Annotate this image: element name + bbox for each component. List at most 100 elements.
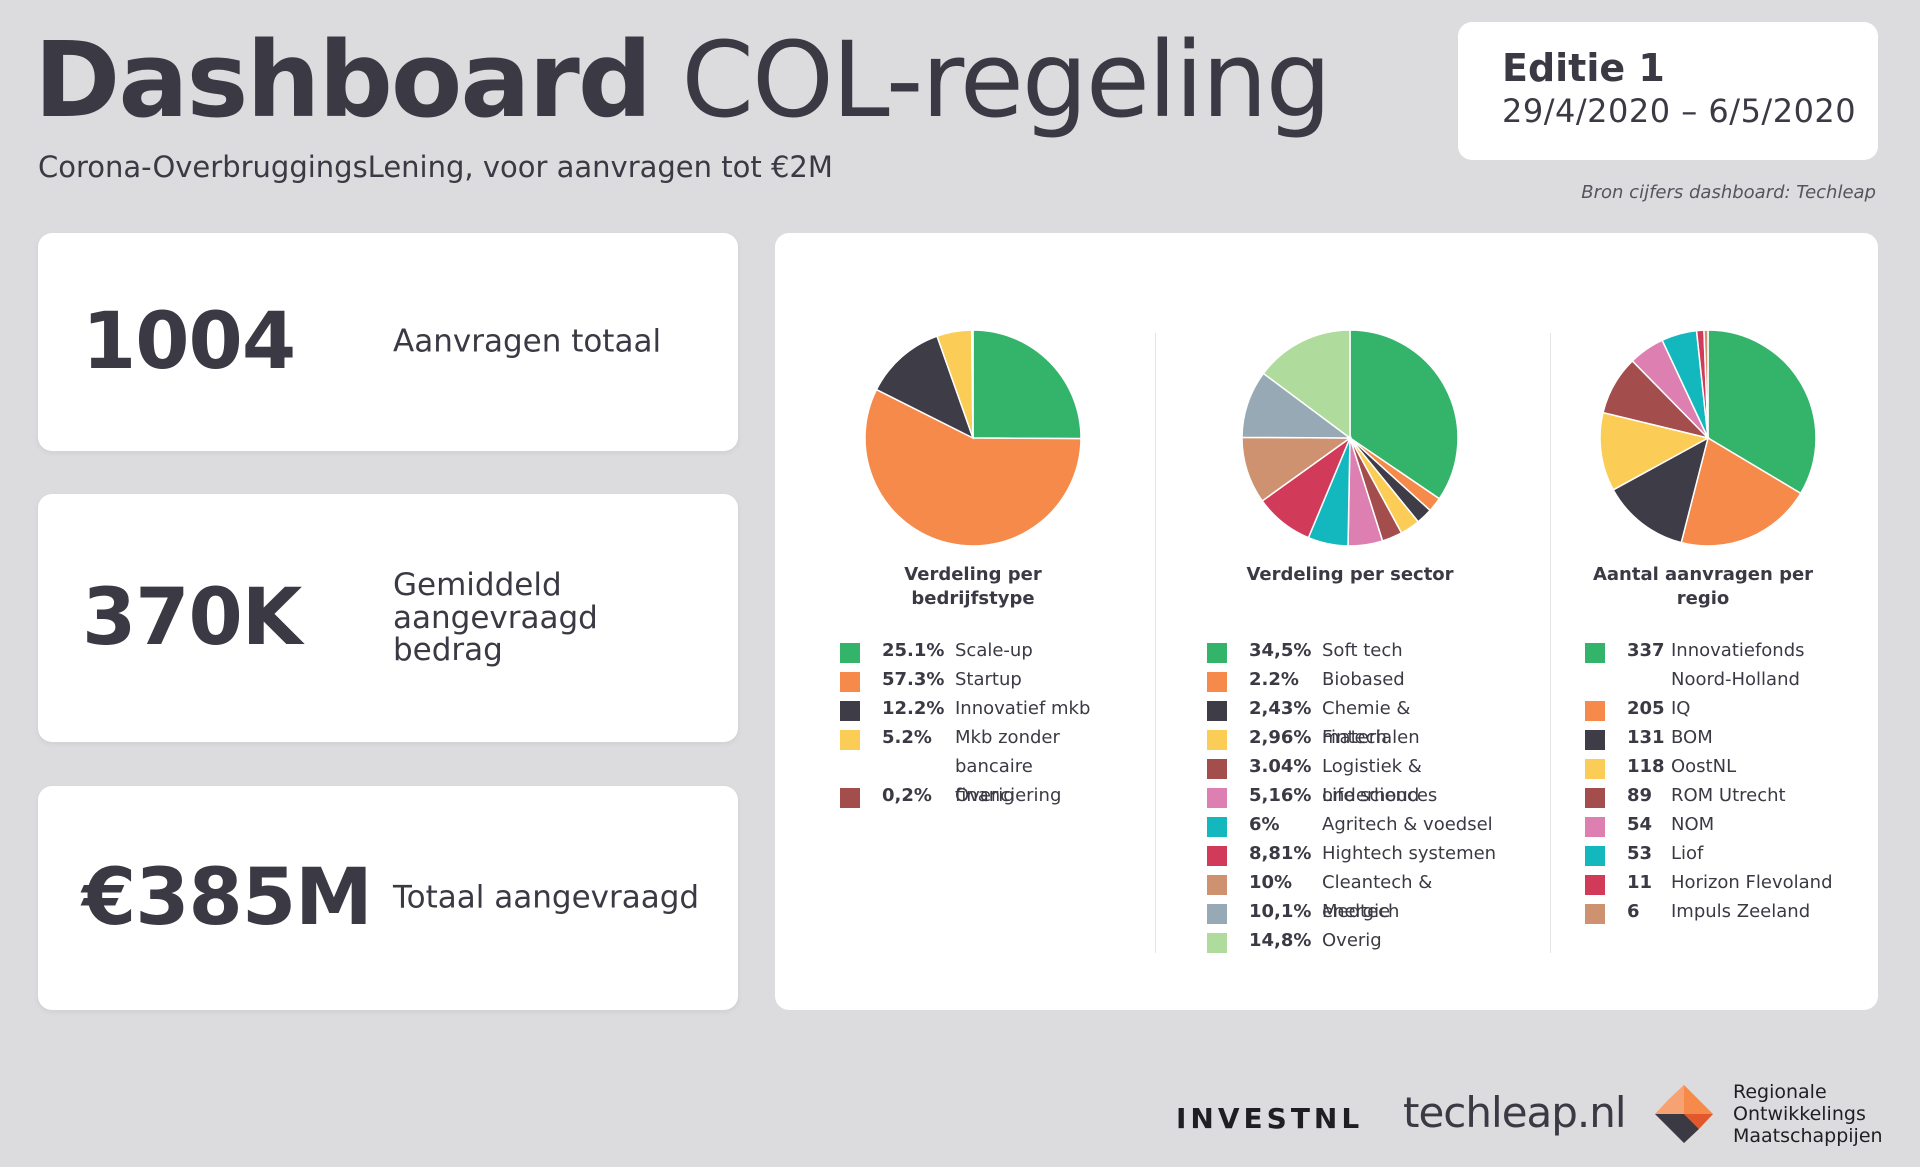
legend-value: 5.2%	[882, 727, 932, 748]
title-bold: Dashboard	[34, 19, 652, 141]
legend-swatch	[1585, 730, 1605, 750]
page-subtitle: Corona-OverbruggingsLening, voor aanvrag…	[38, 150, 833, 184]
legend-value: 0,2%	[882, 785, 932, 806]
pie-title: Verdeling per sector	[1246, 564, 1454, 585]
kpi-card-total-requests: 1004 Aanvragen totaal	[38, 233, 738, 451]
legend-label: Impuls Zeeland	[1671, 901, 1811, 922]
legend-label: Hightech systemen	[1322, 843, 1497, 864]
legend-swatch	[840, 643, 860, 663]
kpi-card-average-amount: 370K Gemiddeld aangevraagd bedrag	[38, 494, 738, 742]
legend-value: 131	[1627, 727, 1665, 748]
legend-swatch	[1585, 817, 1605, 837]
rom-line: Regionale	[1733, 1081, 1827, 1103]
legend-swatch	[1585, 643, 1605, 663]
legend-swatch	[1207, 672, 1227, 692]
pie-chart-sector	[1241, 329, 1459, 547]
legend-value: 118	[1627, 756, 1665, 777]
pie-slice	[972, 329, 1082, 440]
legend-swatch	[1585, 788, 1605, 808]
legend-label: Innovatiefonds Noord-Holland	[1671, 640, 1805, 690]
chart-divider	[1550, 333, 1551, 953]
legend-value: 8,81%	[1249, 843, 1312, 864]
legend-label: ROM Utrecht	[1671, 785, 1786, 806]
legend-label: Scale-up	[955, 640, 1033, 661]
rom-logo-icon	[1655, 1085, 1713, 1143]
legend-value: 11	[1627, 872, 1653, 893]
legend-swatch	[1207, 701, 1227, 721]
legend-label: OostNL	[1671, 756, 1737, 777]
legend-swatch	[1585, 701, 1605, 721]
legend-label: Chemie & materialen	[1322, 698, 1420, 748]
legend-swatch	[1585, 846, 1605, 866]
legend-value: 205	[1627, 698, 1665, 719]
legend-label: Medtech	[1322, 901, 1400, 922]
legend-value: 6%	[1249, 814, 1280, 835]
legend-value: 3.04%	[1249, 756, 1312, 777]
legend-swatch	[1207, 933, 1227, 953]
legend-label: Innovatief mkb	[955, 698, 1091, 719]
legend-swatch	[1585, 875, 1605, 895]
legend-label: Life sciences	[1322, 785, 1438, 806]
pie-slice	[1349, 329, 1459, 500]
pie-chart-bedrijfstype	[864, 329, 1082, 547]
legend-swatch	[840, 672, 860, 692]
kpi-label: Aanvragen totaal	[393, 323, 662, 360]
legend-swatch	[1585, 759, 1605, 779]
pie-slice	[970, 329, 974, 439]
kpi-value: 1004	[82, 297, 296, 387]
legend-value: 10,1%	[1249, 901, 1312, 922]
pie-title: Verdeling per bedrijfstype	[904, 564, 1042, 610]
legend-label: Fintech	[1322, 727, 1387, 748]
legend-swatch	[1207, 817, 1227, 837]
legend-value: 54	[1627, 814, 1653, 835]
legend-value: 34,5%	[1249, 640, 1312, 661]
legend-value: 10%	[1249, 872, 1293, 893]
legend-value: 12.2%	[882, 698, 945, 719]
legend-value: 337	[1627, 640, 1665, 661]
legend-swatch	[1207, 730, 1227, 750]
edition-card: Editie 1 29/4/2020 – 6/5/2020	[1458, 22, 1878, 160]
rom-line: Ontwikkelings	[1733, 1103, 1866, 1125]
source-note: Bron cijfers dashboard: Techleap	[1581, 182, 1876, 203]
legend-label: Cleantech & energie	[1322, 872, 1433, 922]
pie-slice	[864, 388, 1082, 547]
legend-label: Logistiek & onderhoud	[1322, 756, 1422, 806]
pie-slice	[875, 335, 975, 440]
legend-swatch	[1207, 846, 1227, 866]
legend-swatch	[1207, 875, 1227, 895]
legend-value: 25.1%	[882, 640, 945, 661]
kpi-value: €385M	[82, 853, 373, 943]
legend-label: IQ	[1671, 698, 1691, 719]
pie-title: Aantal aanvragen per regio	[1592, 564, 1814, 610]
charts-panel: Verdeling per bedrijfstype 25.1% Scale-up 5…	[775, 233, 1878, 1010]
legend-swatch	[1207, 643, 1227, 663]
legend-value: 14,8%	[1249, 930, 1312, 951]
legend-value: 2,43%	[1249, 698, 1312, 719]
legend-value: 53	[1627, 843, 1653, 864]
pie-slice	[1680, 436, 1802, 547]
legend-value: 5,16%	[1249, 785, 1312, 806]
legend-label: Biobased	[1322, 669, 1405, 690]
legend-value: 2.2%	[1249, 669, 1299, 690]
legend-swatch	[1207, 904, 1227, 924]
pie-slice	[1612, 436, 1710, 544]
page-title: Dashboard COL-regeling	[34, 18, 1332, 143]
legend-swatch	[1207, 788, 1227, 808]
investnl-logo: INVESTNL	[1176, 1102, 1364, 1135]
legend-label: NOM	[1671, 814, 1715, 835]
legend-label: Agritech & voedsel	[1322, 814, 1493, 835]
legend-value: 57.3%	[882, 669, 945, 690]
legend-label: Startup	[955, 669, 1022, 690]
legend-value: 6	[1627, 901, 1640, 922]
legend-swatch	[1207, 759, 1227, 779]
legend-label: Soft tech	[1322, 640, 1403, 661]
pie-slice	[1707, 329, 1817, 495]
legend-value: 2,96%	[1249, 727, 1312, 748]
legend-label: Horizon Flevoland	[1671, 872, 1833, 893]
pie-slice	[1703, 329, 1709, 439]
legend-swatch	[840, 730, 860, 750]
pie-slice	[1262, 329, 1351, 440]
kpi-label: Totaal aangevraagd	[393, 879, 700, 916]
kpi-value: 370K	[82, 573, 302, 663]
edition-label: Editie 1	[1502, 46, 1665, 90]
